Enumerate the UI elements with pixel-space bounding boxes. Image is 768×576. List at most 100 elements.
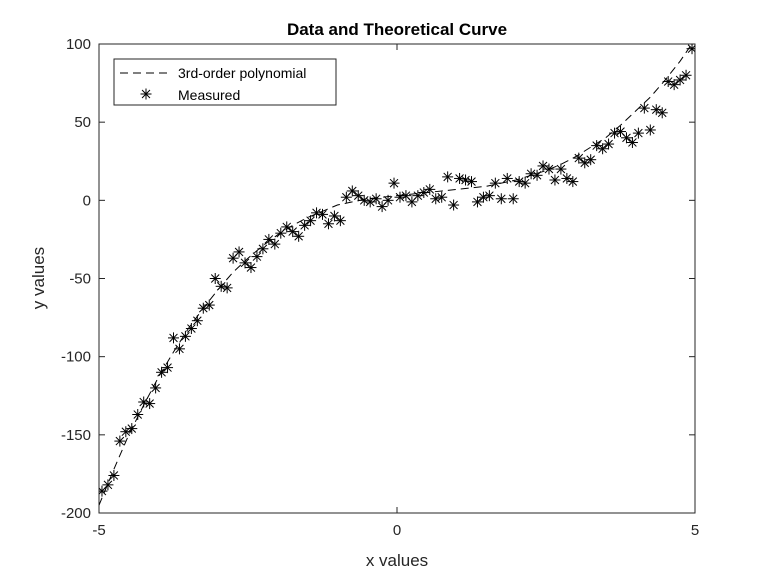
measured-point (144, 398, 156, 410)
measured-point (471, 196, 483, 208)
measured-point (114, 435, 126, 447)
measured-point (179, 330, 191, 342)
measured-point (543, 163, 555, 175)
measured-point (466, 176, 477, 188)
measured-point (287, 226, 299, 238)
measured-point (269, 238, 281, 250)
measured-point (555, 163, 567, 175)
y-tick-label: 50 (74, 114, 91, 131)
measured-point (424, 183, 436, 195)
y-tick-label: -100 (61, 349, 91, 366)
measured-point (370, 193, 382, 205)
y-tick-label: 0 (83, 192, 91, 209)
measured-point (299, 219, 311, 231)
measured-point (162, 362, 174, 374)
legend-box (113, 58, 337, 106)
measured-point (311, 207, 323, 219)
measured-point (120, 426, 132, 438)
measured-point (561, 172, 573, 184)
measured-point (364, 196, 376, 208)
measured-point (573, 152, 585, 164)
measured-point (626, 136, 638, 148)
measured-point (418, 187, 430, 199)
measured-point (251, 251, 263, 263)
measured-point (662, 76, 674, 88)
x-tick-label: -5 (92, 522, 105, 539)
measured-point (156, 366, 168, 378)
measured-point (215, 280, 227, 292)
measured-point (322, 218, 334, 230)
measured-point (197, 302, 209, 314)
measured-point (305, 215, 317, 227)
measured-point (638, 102, 650, 114)
measured-point (597, 143, 609, 155)
measured-point (138, 396, 150, 408)
measured-point (537, 160, 549, 172)
measured-point (203, 299, 215, 311)
measured-point (185, 323, 197, 335)
measured-point (257, 243, 269, 255)
measured-point (358, 194, 370, 206)
measured-point (132, 409, 144, 421)
measured-point (394, 191, 406, 203)
y-axis-label: y values (29, 247, 48, 309)
legend-entry-polynomial: 3rd-order polynomial (178, 65, 306, 81)
y-tick-label: -200 (61, 505, 91, 522)
measured-point (495, 193, 507, 205)
measured-point (191, 315, 203, 327)
measured-point (686, 44, 695, 55)
measured-point (352, 190, 364, 202)
measured-point (209, 273, 221, 284)
measured-point (525, 168, 537, 180)
measured-point (454, 172, 466, 184)
measured-point (102, 479, 114, 491)
measured-point (436, 191, 448, 203)
x-tick-label: 0 (393, 522, 401, 539)
measured-point (603, 138, 615, 150)
measured-point (609, 127, 621, 139)
measured-point (680, 69, 692, 81)
measured-point (281, 221, 293, 233)
measured-point (245, 262, 257, 274)
measured-point (108, 469, 120, 481)
measured-point (221, 282, 233, 294)
measured-point (430, 193, 442, 205)
measured-point (477, 191, 489, 203)
measured-point (656, 107, 668, 119)
measured-point (620, 132, 632, 144)
measured-point (507, 193, 519, 205)
measured-point (239, 257, 251, 269)
measured-point (173, 343, 185, 355)
y-tick-label: -50 (69, 271, 91, 288)
measured-point (317, 208, 328, 220)
x-axis-label: x values (366, 551, 428, 570)
measured-point (334, 215, 346, 227)
chart-title: Data and Theoretical Curve (287, 20, 507, 39)
measured-point (293, 230, 305, 242)
measured-point (513, 176, 525, 188)
measured-point (674, 74, 686, 86)
measured-point (150, 382, 162, 394)
measured-point (501, 172, 513, 184)
measured-point (591, 140, 603, 152)
measured-point (519, 177, 531, 189)
measured-point (579, 157, 591, 169)
y-tick-label: 100 (66, 36, 91, 53)
axes-frame (98, 43, 696, 514)
measured-point (388, 177, 400, 189)
legend: 3rd-order polynomial Measured (113, 58, 337, 106)
legend-marker-sample (140, 88, 152, 100)
measured-point (328, 210, 340, 222)
series-layer (99, 44, 695, 506)
legend-asterisk (140, 88, 152, 100)
x-tick-label: 5 (691, 522, 699, 539)
measured-point (650, 104, 662, 116)
legend-entry-measured: Measured (178, 87, 240, 103)
measured-point (668, 79, 680, 91)
measured-point (168, 332, 179, 344)
measured-point (531, 169, 543, 181)
measured-point (263, 233, 275, 245)
measured-point (126, 423, 138, 435)
